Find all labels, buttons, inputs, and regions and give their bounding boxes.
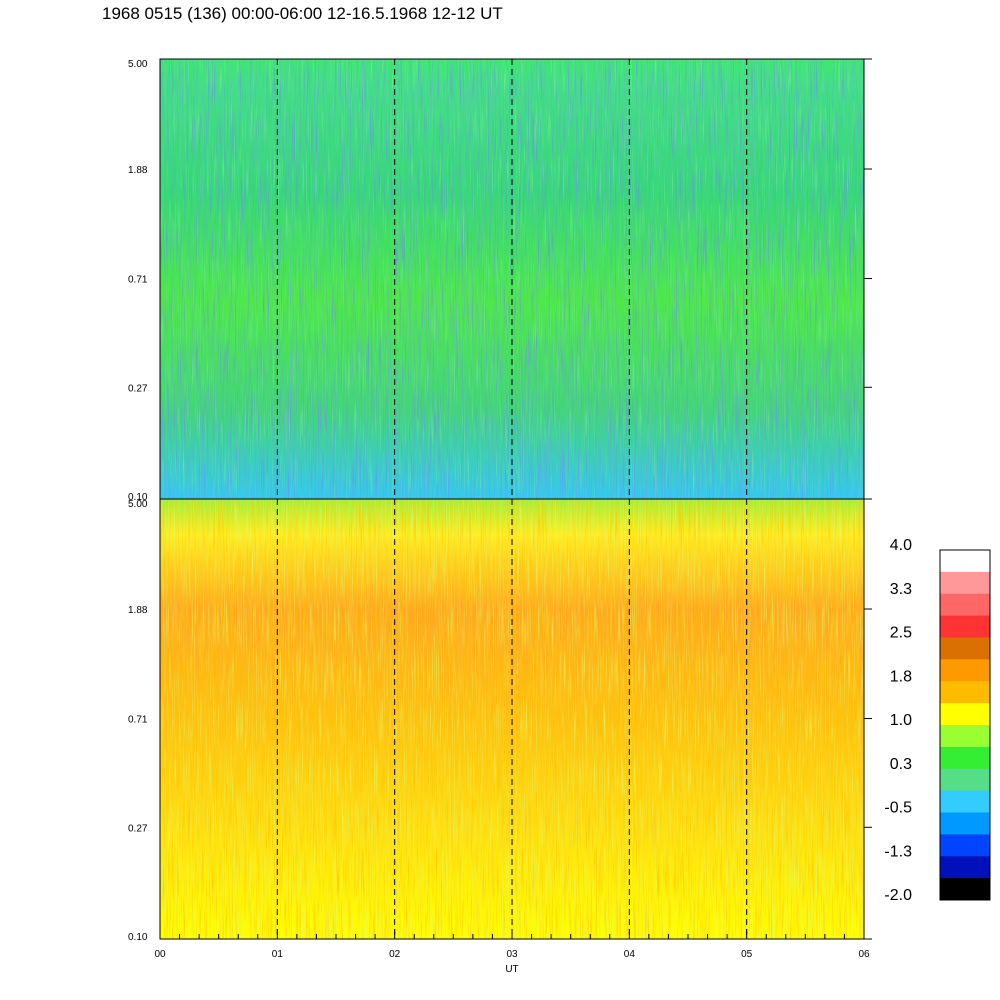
colorbar-frame [939, 549, 991, 901]
y-tick-label: 0.71 [128, 715, 148, 726]
x-axis-label: UT [505, 964, 518, 975]
colorbar-swatch [940, 593, 990, 617]
colorbar-swatch [940, 637, 990, 660]
colorbar-swatch [940, 725, 990, 748]
colorbar-label: 2.5 [890, 625, 912, 642]
colorbar-swatch [940, 878, 990, 901]
y-tick-label: 1.88 [128, 165, 148, 176]
colorbar-swatch [940, 681, 990, 704]
colorbar-swatch [940, 746, 990, 770]
x-tick-label: 05 [741, 949, 753, 960]
y-tick-label: 0.27 [128, 383, 148, 394]
colorbar-label: -2.0 [884, 887, 912, 904]
colorbar-label: 3.3 [890, 581, 912, 598]
colorbar-label: -0.5 [884, 800, 912, 817]
y-tick-label: 5.00 [128, 59, 148, 70]
panels-group: 0.100.270.711.885.000.100.270.711.885.00… [128, 58, 872, 975]
x-tick-label: 04 [624, 949, 636, 960]
y-tick-label: 0.71 [128, 275, 148, 286]
x-tick-label: 01 [272, 949, 284, 960]
y-tick-label: 0.10 [128, 932, 148, 943]
colorbar-swatch [940, 615, 990, 638]
colorbar-swatch [940, 834, 990, 857]
colorbar-swatch [940, 703, 990, 726]
colorbar-swatch [940, 768, 990, 792]
colorbar-label: 4.0 [890, 537, 912, 554]
colorbar-label: -1.3 [884, 843, 912, 860]
colorbar-swatch [940, 659, 990, 682]
colorbar-label: 0.3 [890, 756, 912, 773]
colorbar-swatch [940, 571, 990, 595]
y-tick-label: 1.88 [128, 605, 148, 616]
colorbar-swatch [940, 790, 990, 813]
y-tick-label: 0.10 [128, 492, 148, 503]
y-tick-label: 0.27 [128, 823, 148, 834]
x-tick-label: 00 [154, 949, 166, 960]
lower-panel: 0.10 0.27 0.71 1.88 5.00 00 01 02 03 04 05 06 UT [128, 498, 872, 975]
x-tick-label: 06 [858, 949, 870, 960]
colorbar-swatch [940, 550, 990, 573]
colorbar-label: 1.0 [890, 712, 912, 729]
colorbar-label: 1.8 [890, 668, 912, 685]
colorbar: 4.0 3.3 2.5 1.8 1.0 0.3 -0.5 -1.3 -2.0 [884, 537, 991, 904]
upper-panel: 0.10 0.27 0.71 1.88 5.00 [128, 58, 872, 503]
x-tick-label: 03 [506, 949, 518, 960]
colorbar-swatch [940, 856, 990, 879]
colorbar-swatch [940, 812, 990, 835]
chart-title: 1968 0515 (136) 00:00-06:00 12-16.5.1968… [102, 4, 503, 23]
x-tick-label: 02 [389, 949, 401, 960]
y-tick-label: 5.00 [128, 499, 148, 510]
